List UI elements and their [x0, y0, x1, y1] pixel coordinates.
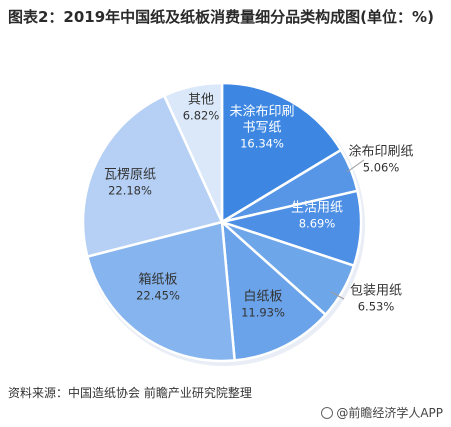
slice-name-label-1-1: 未涂布印刷 [229, 104, 294, 120]
slice-name-label-4-1: 包装用纸 [350, 284, 402, 299]
pie-slice-6 [85, 220, 237, 363]
pie-slice-7 [81, 93, 224, 259]
slice-value-label-4: 6.53% [358, 300, 395, 314]
pie-slice-8 [162, 81, 224, 223]
chart-title: 图表2：2019年中国纸及纸板消费量细分品类构成图(单位：%) [8, 8, 434, 26]
slice-value-label-8: 6.82% [183, 109, 220, 123]
slice-value-label-2: 5.06% [363, 161, 400, 175]
leader-line-4 [330, 291, 345, 300]
slice-name-label-5-1: 白纸板 [243, 289, 282, 305]
slice-name-label-7-1: 瓦楞原纸 [104, 168, 156, 183]
slice-name-label-3-1: 生活用纸 [291, 201, 343, 216]
pie-slice-1 [220, 81, 343, 225]
slice-name-label-6-1: 箱纸板 [138, 272, 177, 288]
slice-value-label-6: 22.45% [136, 289, 180, 303]
slice-value-label-1: 16.34% [240, 137, 284, 151]
slice-value-label-7: 22.18% [108, 184, 152, 198]
footer-brand: @前瞻经济学人APP [321, 404, 443, 421]
slice-value-label-3: 8.69% [299, 217, 336, 231]
pie-slices [81, 81, 363, 363]
pie-slice-5 [220, 218, 328, 362]
source-note: 资料来源：中国造纸协会 前瞻产业研究院整理 [8, 386, 252, 400]
slice-name-label-1-2: 书写纸 [242, 121, 281, 136]
leader-line-2 [346, 159, 365, 173]
footer-brand-text: @前瞻经济学人APP [336, 406, 443, 420]
slice-value-label-5: 11.93% [241, 306, 285, 320]
brand-logo-icon [321, 406, 334, 419]
slice-name-label-8-1: 其他 [188, 93, 214, 108]
slice-name-label-2-1: 涂布印刷纸 [348, 144, 413, 160]
